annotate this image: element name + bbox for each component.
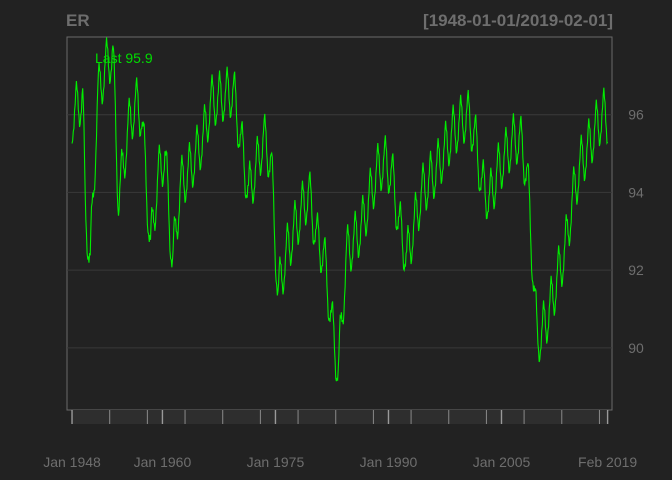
y-tick-labels: 90 92 94 96	[628, 107, 644, 356]
series-group	[71, 37, 609, 382]
x-tick-label: Jan 2005	[473, 454, 531, 470]
x-tick-label: Jan 1990	[360, 454, 418, 470]
y-tick-label: 94	[628, 184, 644, 200]
y-tick-label: 96	[628, 107, 644, 123]
x-tick-label: Feb 2019	[578, 454, 637, 470]
x-tick-label: Jan 1975	[247, 454, 305, 470]
series-line	[71, 37, 609, 382]
y-tick-label: 90	[628, 340, 644, 356]
date-range-label: [1948-01-01/2019-02-01]	[423, 11, 613, 30]
x-axis-band	[72, 410, 608, 424]
x-tick-label: Jan 1948	[43, 454, 101, 470]
last-value-label: Last 95.9	[95, 50, 153, 66]
chart-title: ER	[66, 11, 90, 30]
x-tick-label: Jan 1960	[134, 454, 192, 470]
y-tick-label: 92	[628, 262, 644, 278]
x-axis: Jan 1948 Jan 1960 Jan 1975 Jan 1990 Jan 2005…	[43, 410, 637, 470]
